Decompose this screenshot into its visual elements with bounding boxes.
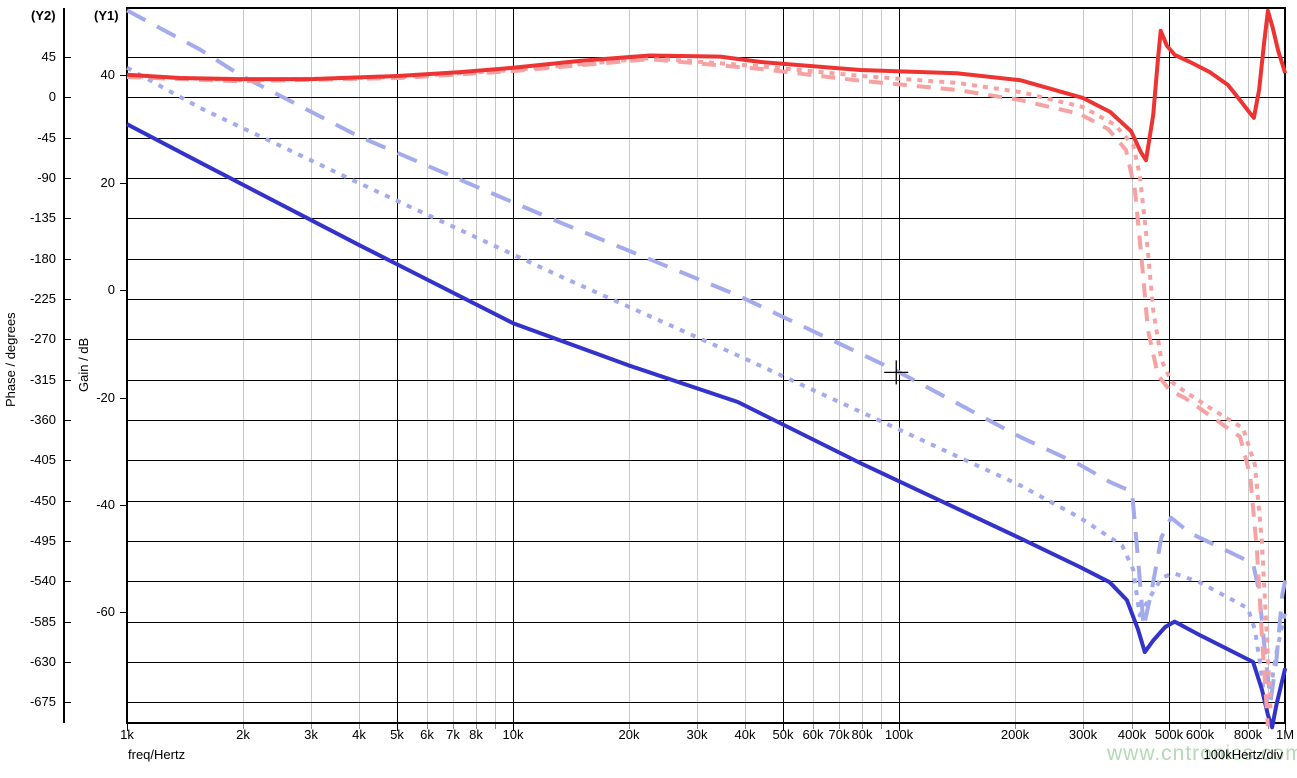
plot-cursor-crosshair[interactable] (884, 360, 909, 385)
series-phase-solid[interactable] (126, 122, 1288, 730)
phase-axis-title: Phase / degrees (3, 312, 18, 407)
plot-border (126, 7, 1286, 724)
grid-layer (63, 7, 1286, 731)
series-gain-dotted[interactable] (126, 56, 1273, 712)
x-axis-title: freq/Hertz (128, 747, 186, 762)
series-gain-long-dash[interactable] (126, 57, 1270, 727)
gain-axis-title: Gain / dB (76, 337, 91, 392)
series-phase-long-dash[interactable] (126, 8, 1288, 703)
y1-axis-corner-label: (Y1) (94, 8, 119, 23)
series-phase-dotted[interactable] (126, 65, 1288, 706)
x-scale-per-div-label: 100kHertz/div (1203, 747, 1283, 762)
y2-axis-corner-label: (Y2) (31, 8, 56, 23)
series-gain-solid[interactable] (126, 8, 1288, 163)
watermark-text: www.cntronics.com (1107, 742, 1297, 765)
